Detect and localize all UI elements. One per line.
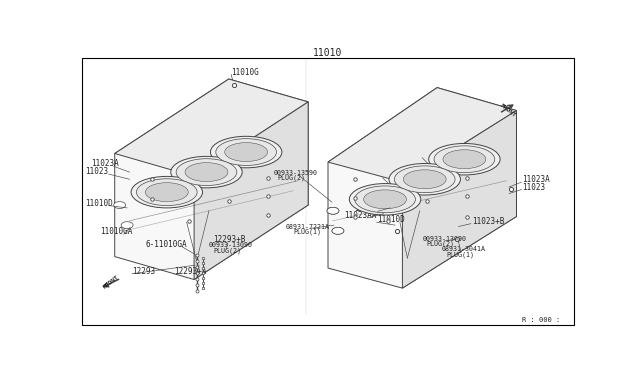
Text: 11023: 11023 bbox=[522, 183, 545, 192]
Text: 11010G: 11010G bbox=[231, 68, 259, 77]
Text: 00933-13090: 00933-13090 bbox=[422, 236, 466, 242]
Text: PLUG(2): PLUG(2) bbox=[213, 247, 241, 254]
Ellipse shape bbox=[364, 190, 406, 209]
Text: FRONT: FRONT bbox=[499, 103, 516, 118]
Text: 11010: 11010 bbox=[314, 48, 342, 58]
Ellipse shape bbox=[355, 186, 415, 213]
Polygon shape bbox=[115, 79, 308, 176]
Circle shape bbox=[327, 207, 339, 214]
Text: 12293: 12293 bbox=[132, 267, 156, 276]
Text: 11023: 11023 bbox=[85, 167, 108, 176]
Text: 11010C: 11010C bbox=[355, 204, 382, 214]
Text: PLUG(2): PLUG(2) bbox=[426, 241, 454, 247]
Ellipse shape bbox=[171, 156, 242, 188]
Text: 12293+B: 12293+B bbox=[213, 235, 245, 244]
Polygon shape bbox=[115, 79, 308, 279]
Ellipse shape bbox=[145, 183, 188, 202]
Polygon shape bbox=[328, 87, 516, 288]
Circle shape bbox=[332, 227, 344, 234]
Text: 11010D: 11010D bbox=[85, 199, 113, 208]
Ellipse shape bbox=[443, 150, 486, 169]
Text: R : 000 :: R : 000 : bbox=[522, 317, 560, 323]
Ellipse shape bbox=[211, 136, 282, 168]
Text: 6-11010GA: 6-11010GA bbox=[146, 240, 188, 248]
Ellipse shape bbox=[131, 176, 202, 208]
Text: 11010D: 11010D bbox=[378, 215, 405, 224]
Polygon shape bbox=[328, 87, 516, 182]
Ellipse shape bbox=[394, 166, 455, 193]
Ellipse shape bbox=[185, 163, 228, 182]
Text: 11023A: 11023A bbox=[522, 175, 550, 184]
Polygon shape bbox=[194, 102, 308, 279]
Ellipse shape bbox=[225, 142, 268, 161]
Circle shape bbox=[114, 202, 125, 208]
Ellipse shape bbox=[176, 159, 237, 186]
Text: 12293+A: 12293+A bbox=[174, 267, 207, 276]
Ellipse shape bbox=[136, 179, 197, 206]
Ellipse shape bbox=[349, 183, 420, 215]
Text: 11023+B: 11023+B bbox=[472, 217, 504, 226]
Polygon shape bbox=[403, 110, 516, 288]
Text: 11023AA: 11023AA bbox=[344, 211, 377, 220]
Text: PLUG(1): PLUG(1) bbox=[293, 229, 321, 235]
Text: 11023A: 11023A bbox=[91, 159, 118, 169]
Text: 08931-7221A: 08931-7221A bbox=[286, 224, 330, 230]
Ellipse shape bbox=[429, 144, 500, 175]
Ellipse shape bbox=[389, 164, 460, 195]
Text: 00933-13090: 00933-13090 bbox=[209, 243, 253, 248]
Ellipse shape bbox=[403, 170, 446, 189]
Text: 11010GA: 11010GA bbox=[100, 227, 132, 236]
Ellipse shape bbox=[216, 139, 276, 166]
Circle shape bbox=[332, 227, 344, 234]
Text: 08931-3041A: 08931-3041A bbox=[442, 246, 486, 253]
Ellipse shape bbox=[434, 146, 495, 173]
Text: PLUG(1): PLUG(1) bbox=[446, 251, 474, 258]
Text: 00933-13590: 00933-13590 bbox=[273, 170, 317, 176]
Circle shape bbox=[327, 207, 339, 214]
Text: PLUG(2): PLUG(2) bbox=[277, 175, 305, 181]
Circle shape bbox=[121, 222, 133, 228]
Text: FRONT: FRONT bbox=[102, 274, 120, 289]
